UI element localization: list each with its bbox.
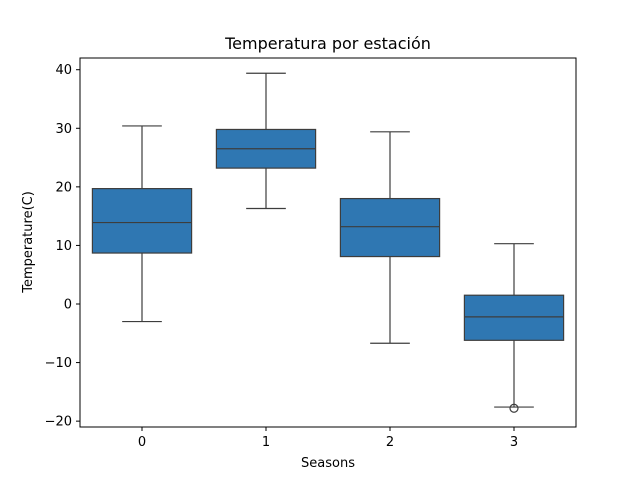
y-axis: −20 −10 0 10 20 30 40 bbox=[45, 63, 80, 430]
box-3 bbox=[463, 243, 565, 413]
box-0 bbox=[91, 125, 193, 323]
outlier-point bbox=[509, 403, 519, 413]
plot-area bbox=[91, 72, 565, 413]
y-tick-label: 30 bbox=[55, 122, 72, 137]
box-2 bbox=[339, 131, 441, 344]
chart-title: Temperatura por estación bbox=[224, 34, 431, 53]
x-tick-label: 2 bbox=[386, 435, 394, 450]
x-tick-label: 3 bbox=[510, 435, 518, 450]
iqr-box bbox=[91, 188, 193, 254]
iqr-box bbox=[463, 294, 565, 341]
y-tick-label: 10 bbox=[55, 239, 72, 254]
y-axis-label: Temperature(C) bbox=[21, 191, 36, 294]
y-tick-label: 40 bbox=[55, 63, 72, 78]
x-tick-label: 0 bbox=[138, 435, 146, 450]
box-1 bbox=[215, 72, 317, 210]
y-tick-label: −10 bbox=[45, 356, 72, 371]
y-tick-label: 20 bbox=[55, 180, 72, 195]
y-tick-label: −20 bbox=[45, 415, 72, 430]
plot-frame bbox=[79, 57, 577, 428]
x-axis-label: Seasons bbox=[301, 456, 355, 471]
x-tick-label: 1 bbox=[262, 435, 270, 450]
y-tick-label: 0 bbox=[64, 298, 72, 313]
iqr-box bbox=[339, 197, 441, 258]
x-axis: 0 1 2 3 bbox=[138, 427, 518, 450]
